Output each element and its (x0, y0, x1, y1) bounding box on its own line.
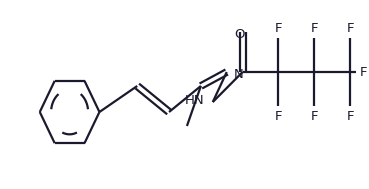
Text: F: F (275, 109, 282, 122)
Text: F: F (310, 22, 318, 35)
Text: F: F (275, 22, 282, 35)
Text: F: F (346, 22, 354, 35)
Text: F: F (360, 66, 368, 78)
Text: HN: HN (185, 94, 205, 106)
Text: F: F (310, 109, 318, 122)
Text: N: N (234, 67, 244, 81)
Text: O: O (234, 29, 245, 42)
Text: F: F (346, 109, 354, 122)
